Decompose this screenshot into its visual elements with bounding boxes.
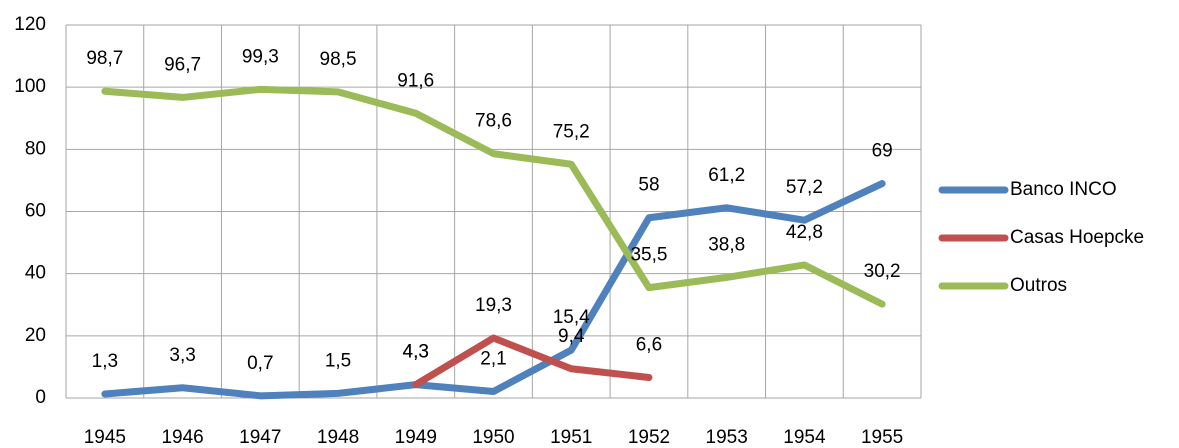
x-tick-label: 1952 [628, 427, 670, 448]
x-tick-label: 1951 [550, 427, 592, 448]
data-label: 15,4 [553, 307, 590, 328]
x-tick-label: 1945 [84, 427, 126, 448]
y-tick-label: 80 [25, 138, 46, 159]
data-label: 9,4 [558, 326, 585, 347]
data-label: 58 [638, 175, 659, 196]
x-tick-label: 1955 [861, 427, 903, 448]
data-label: 78,6 [475, 111, 512, 132]
data-label: 2,1 [480, 348, 506, 369]
data-label: 19,3 [475, 295, 512, 316]
data-label: 42,8 [786, 222, 823, 243]
data-label: 4,3 [403, 342, 429, 363]
x-tick-label: 1946 [161, 427, 203, 448]
data-label: 69 [872, 141, 893, 162]
y-tick-label: 20 [25, 325, 46, 346]
data-label: 98,5 [320, 49, 357, 70]
legend-label: Outros [1010, 275, 1067, 296]
series-line [412, 334, 653, 389]
y-tick-label: 120 [14, 14, 46, 35]
data-label: 75,2 [553, 121, 590, 142]
data-label: 57,2 [786, 177, 823, 198]
data-label: 99,3 [242, 46, 279, 67]
data-label: 1,5 [325, 350, 351, 371]
data-label: 98,7 [86, 48, 123, 69]
data-label: 91,6 [397, 70, 434, 91]
data-label: 6,6 [636, 335, 662, 356]
x-tick-label: 1953 [706, 427, 748, 448]
y-tick-label: 60 [25, 201, 46, 222]
series-line [101, 180, 886, 400]
data-label: 4,3 [403, 342, 429, 363]
data-label: 1,3 [92, 351, 118, 372]
legend-label: Casas Hoepcke [1010, 227, 1144, 248]
x-tick-label: 1954 [783, 427, 826, 448]
data-label: 61,2 [708, 165, 745, 186]
x-tick-label: 1947 [239, 427, 281, 448]
y-tick-label: 100 [14, 76, 46, 97]
legend-label: Banco INCO [1010, 179, 1117, 200]
data-label: 30,2 [864, 261, 901, 282]
data-label: 0,7 [247, 353, 273, 374]
series-line [101, 85, 886, 308]
data-label: 38,8 [708, 234, 745, 255]
data-label: 96,7 [164, 54, 201, 75]
x-tick-label: 1948 [317, 427, 359, 448]
y-tick-label: 0 [35, 387, 46, 408]
x-tick-label: 1950 [472, 427, 514, 448]
data-label: 3,3 [169, 345, 195, 366]
x-tick-label: 1949 [395, 427, 437, 448]
data-label: 35,5 [630, 245, 667, 266]
y-tick-label: 40 [25, 263, 46, 284]
